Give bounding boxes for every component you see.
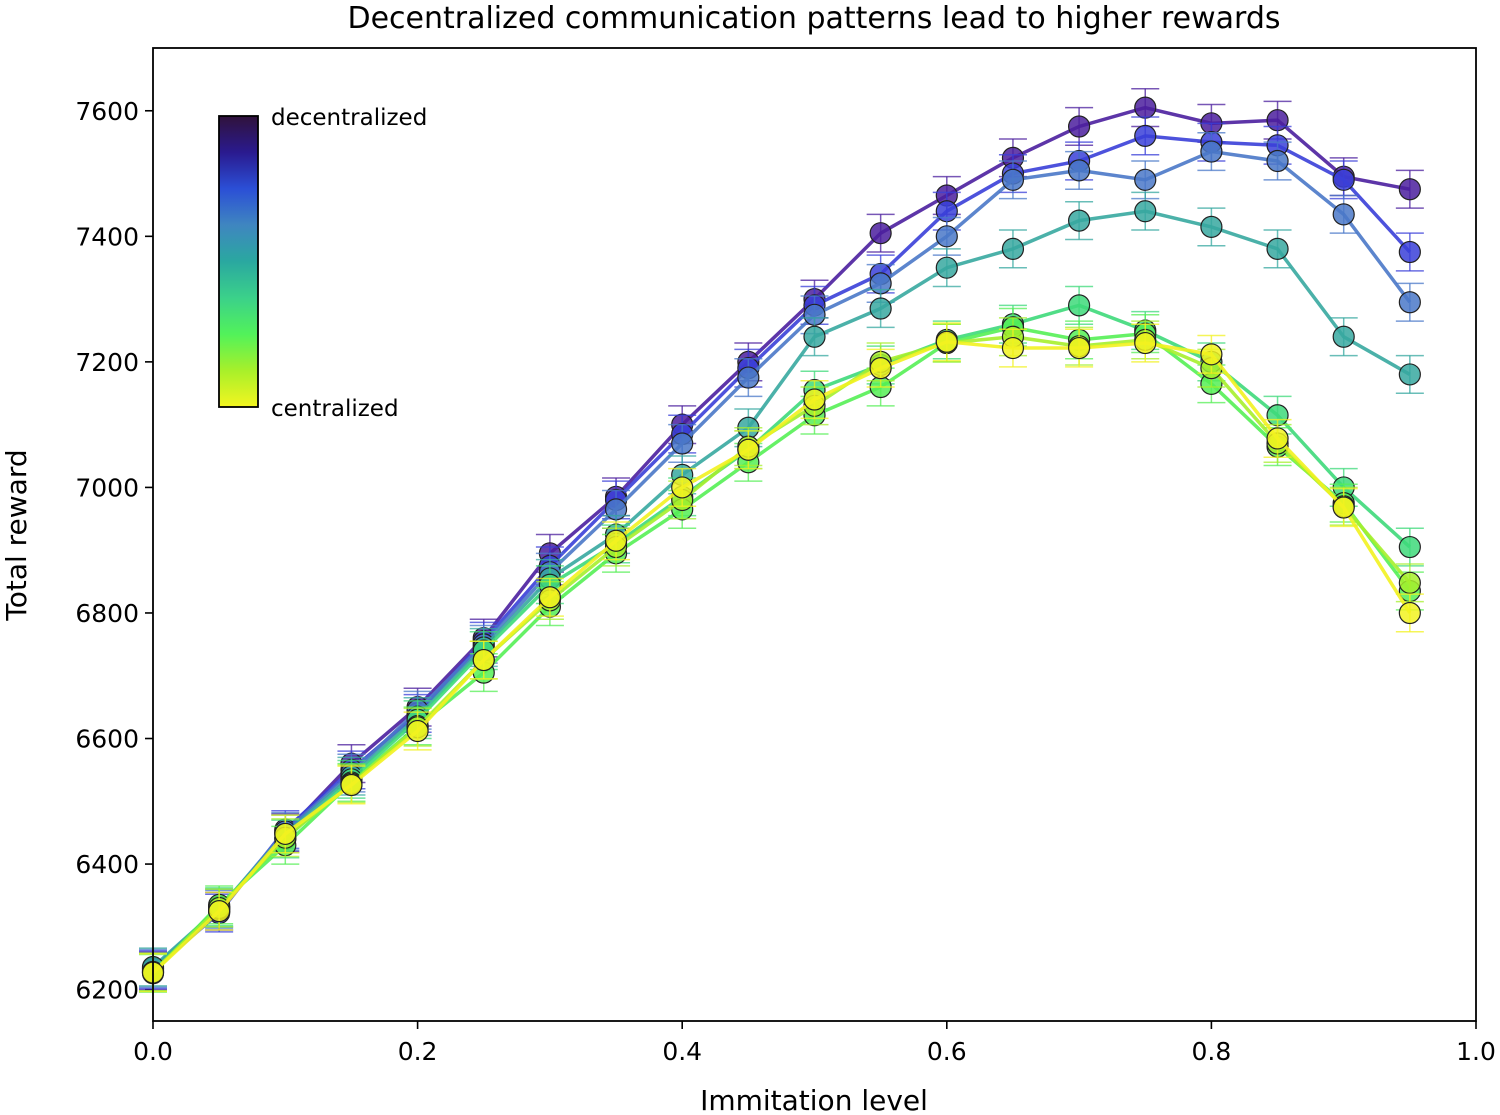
- plot-series: [139, 88, 1424, 993]
- data-point: [1398, 535, 1421, 559]
- series-line: [151, 209, 1411, 969]
- colorbar-bottom-label: centralized: [271, 396, 399, 422]
- data-point: [737, 438, 760, 461]
- data-point: [1134, 124, 1157, 147]
- x-tick-label: 1.0: [1456, 1037, 1496, 1066]
- data-point: [1134, 331, 1157, 355]
- data-point: [1332, 168, 1355, 191]
- data-point: [1134, 168, 1157, 191]
- y-axis-label: Total reward: [0, 449, 33, 621]
- x-tick-label: 0.6: [927, 1037, 967, 1066]
- y-tick-label: 6800: [75, 599, 139, 628]
- data-point: [935, 256, 958, 279]
- series-0: [139, 88, 1424, 991]
- data-point: [472, 648, 495, 672]
- data-point: [1332, 203, 1355, 226]
- data-point: [1001, 168, 1025, 191]
- data-point: [1332, 325, 1355, 348]
- y-tick-label: 7000: [75, 473, 139, 502]
- y-tick-label: 6400: [75, 850, 139, 879]
- data-point: [869, 222, 892, 245]
- x-tick-label: 0.2: [398, 1037, 438, 1066]
- plot-frame: [152, 47, 1477, 1022]
- y-tick-label: 7200: [75, 348, 139, 377]
- colorbar-top-label: decentralized: [271, 105, 427, 131]
- data-point: [340, 773, 363, 797]
- data-point: [1266, 427, 1289, 450]
- data-point: [1001, 237, 1025, 260]
- series-line: [151, 105, 1411, 973]
- series-line: [151, 340, 1412, 974]
- data-point: [1134, 96, 1157, 119]
- data-point: [1398, 291, 1421, 314]
- data-point: [538, 586, 562, 609]
- data-point: [1398, 240, 1421, 264]
- data-point: [1200, 140, 1223, 163]
- data-point: [1001, 336, 1025, 360]
- series-line: [151, 303, 1412, 974]
- data-point: [1067, 209, 1091, 232]
- data-point: [208, 900, 231, 923]
- x-tick-label: 0.8: [1192, 1037, 1232, 1066]
- y-ticks: 6200 6400 6600 6800 7000 7200 7400 7600: [75, 97, 153, 1005]
- series-1: [139, 116, 1424, 990]
- data-point: [671, 432, 694, 455]
- data-point: [1398, 363, 1421, 386]
- data-point: [1067, 115, 1091, 138]
- series-line: [151, 334, 1412, 974]
- data-point: [869, 297, 892, 320]
- data-point: [1134, 200, 1157, 223]
- series-line: [151, 134, 1412, 971]
- x-ticks: 0.0 0.2 0.4 0.6 0.8 1.0: [133, 1021, 1496, 1066]
- series-7: [139, 322, 1424, 993]
- data-point: [604, 529, 628, 552]
- data-point: [1398, 178, 1421, 201]
- colorbar: decentralized centralized: [218, 105, 427, 422]
- data-point: [1332, 496, 1355, 519]
- data-point: [274, 822, 297, 846]
- data-point: [1398, 601, 1421, 625]
- colorbar-gradient: [218, 115, 259, 408]
- data-point: [406, 719, 429, 743]
- y-tick-label: 6200: [75, 976, 139, 1005]
- series-2: [139, 131, 1424, 988]
- x-tick-label: 0.0: [133, 1037, 173, 1066]
- y-tick-label: 7600: [75, 97, 139, 126]
- data-point: [1067, 294, 1091, 317]
- data-point: [935, 225, 958, 248]
- x-axis-label: Immitation level: [700, 1084, 928, 1115]
- series-line: [151, 149, 1412, 970]
- y-tick-label: 7400: [75, 222, 139, 251]
- data-point: [671, 476, 694, 499]
- data-point: [1200, 343, 1223, 366]
- data-point: [1067, 336, 1091, 360]
- data-point: [935, 330, 958, 353]
- data-point: [803, 388, 826, 411]
- data-point: [1398, 571, 1421, 594]
- data-point: [1266, 237, 1289, 260]
- data-point: [1200, 215, 1223, 239]
- chart-title: Decentralized communication patterns lea…: [347, 1, 1280, 36]
- x-tick-label: 0.4: [662, 1037, 702, 1066]
- data-point: [1266, 149, 1289, 173]
- data-point: [1067, 159, 1091, 182]
- data-point: [737, 366, 760, 389]
- data-point: [869, 357, 892, 380]
- data-point: [803, 325, 826, 348]
- series-3: [139, 191, 1424, 987]
- y-tick-label: 6600: [75, 725, 139, 754]
